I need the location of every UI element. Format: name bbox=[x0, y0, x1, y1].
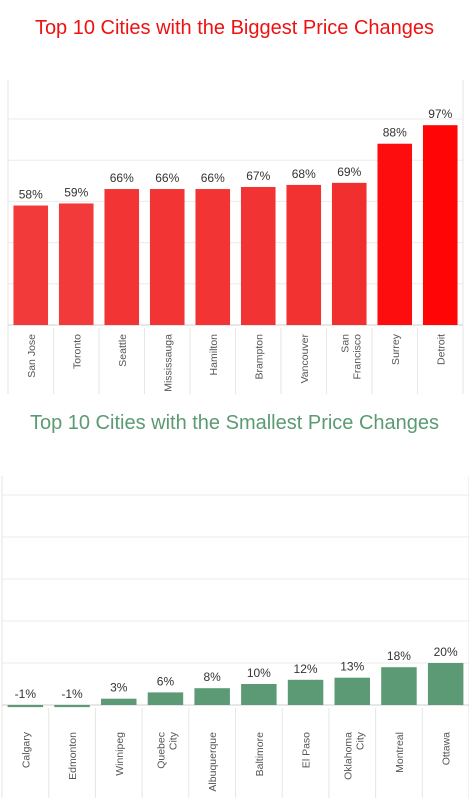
smallest-category-label: Calgary bbox=[20, 731, 32, 768]
biggest-bar-mississauga bbox=[149, 189, 185, 325]
biggest-category-label: Toronto bbox=[71, 334, 83, 369]
smallest-value-label: 12% bbox=[294, 662, 318, 676]
biggest-bar-san-jose bbox=[13, 205, 49, 325]
biggest-bar-detroit bbox=[422, 125, 458, 326]
smallest-value-label: -1% bbox=[61, 687, 83, 701]
biggest-category-label: San Jose bbox=[26, 334, 38, 378]
smallest-bar-oklahoma-city bbox=[334, 677, 370, 705]
smallest-category-label: Albuquerque bbox=[207, 732, 219, 792]
smallest-bar-ottawa bbox=[427, 663, 464, 705]
biggest-bar-san-francisco bbox=[331, 182, 367, 325]
smallest-value-label: 6% bbox=[157, 674, 175, 688]
smallest-value-label: 20% bbox=[434, 645, 458, 659]
biggest-bar-brampton bbox=[240, 186, 276, 325]
smallest-category-label: OklahomaCity bbox=[342, 731, 366, 780]
smallest-bar-albuquerque bbox=[194, 688, 230, 705]
smallest-value-label: 18% bbox=[387, 649, 411, 663]
biggest-bar-seattle bbox=[104, 189, 140, 325]
biggest-value-label: 67% bbox=[246, 169, 270, 183]
biggest-category-label: Detroit bbox=[435, 334, 447, 365]
smallest-bar-winnipeg bbox=[101, 698, 137, 705]
biggest-value-label: 59% bbox=[64, 185, 88, 199]
smallest-bar-el-paso bbox=[287, 679, 324, 705]
biggest-changes-chart: 58% San Jose 59% Toronto 66% Seattle 66% Missis… bbox=[7, 80, 464, 394]
biggest-value-label: 88% bbox=[383, 126, 407, 140]
biggest-category-label: Seattle bbox=[117, 334, 129, 367]
biggest-value-label: 97% bbox=[428, 107, 452, 121]
smallest-value-label: 10% bbox=[247, 666, 271, 680]
smallest-category-label: Winnipeg bbox=[114, 732, 126, 776]
smallest-value-label: 3% bbox=[110, 681, 128, 695]
biggest-value-label: 58% bbox=[19, 188, 43, 202]
smallest-category-label: Montreal bbox=[394, 732, 406, 773]
chart-title-smallest: Top 10 Cities with the Smallest Price Ch… bbox=[29, 412, 440, 434]
smallest-category-label: Edmonton bbox=[67, 732, 79, 780]
biggest-bar-hamilton bbox=[195, 189, 231, 325]
biggest-bar-surrey bbox=[377, 143, 413, 325]
biggest-category-label: SanFrancisco bbox=[339, 334, 363, 380]
smallest-value-label: -1% bbox=[15, 687, 37, 701]
smallest-category-label: Ottawa bbox=[441, 732, 453, 765]
biggest-value-label: 66% bbox=[155, 171, 179, 185]
biggest-category-label: Vancouver bbox=[299, 333, 311, 383]
biggest-category-label: Brampton bbox=[253, 334, 265, 380]
smallest-changes-chart: -1% Calgary -1% Edmonton 3% Winnipeg 6% QuebecC… bbox=[1, 476, 469, 798]
smallest-value-label: 8% bbox=[203, 670, 221, 684]
biggest-category-label: Hamilton bbox=[208, 334, 220, 376]
smallest-bar-montreal bbox=[381, 667, 417, 705]
biggest-category-label: Surrey bbox=[390, 333, 402, 365]
biggest-value-label: 68% bbox=[292, 167, 316, 181]
biggest-bar-toronto bbox=[58, 203, 94, 325]
biggest-value-label: 66% bbox=[110, 171, 134, 185]
smallest-category-label: El Paso bbox=[301, 732, 313, 768]
biggest-value-label: 69% bbox=[337, 165, 361, 179]
smallest-bar-edmonton bbox=[54, 705, 90, 708]
biggest-bar-vancouver bbox=[286, 184, 322, 325]
biggest-value-label: 66% bbox=[201, 171, 225, 185]
smallest-bar-calgary bbox=[7, 705, 44, 708]
smallest-category-label: Baltimore bbox=[254, 732, 266, 777]
smallest-category-label: QuebecCity bbox=[155, 731, 179, 769]
smallest-value-label: 13% bbox=[340, 660, 364, 674]
biggest-category-label: Mississauga bbox=[162, 334, 174, 392]
chart-title-biggest: Top 10 Cities with the Biggest Price Cha… bbox=[34, 17, 435, 39]
smallest-bar-quebec-city bbox=[147, 692, 184, 705]
smallest-bar-baltimore bbox=[241, 684, 277, 705]
